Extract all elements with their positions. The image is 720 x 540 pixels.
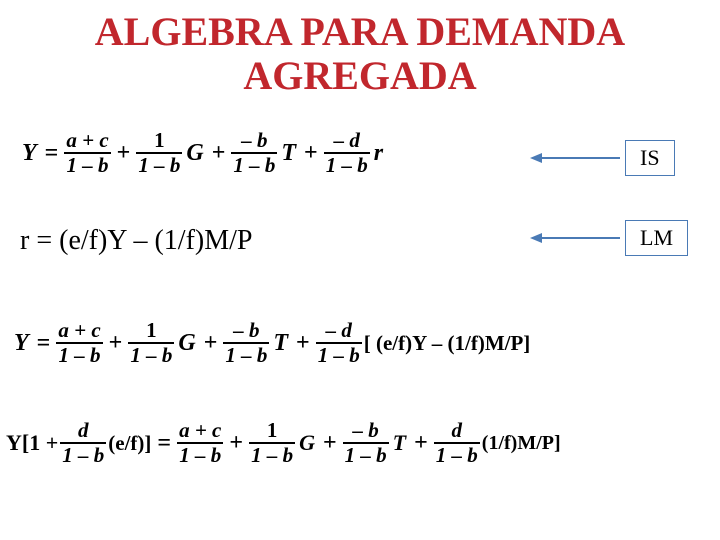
eq1-frac4: – d 1 – b bbox=[324, 130, 370, 176]
equation-substituted: Y = a + c 1 – b + 1 1 – b G + – b 1 – b … bbox=[12, 320, 530, 366]
equation-is: Y = a + c 1 – b + 1 1 – b G + – b 1 – b … bbox=[20, 130, 385, 176]
title-line2: AGREGADA bbox=[0, 54, 720, 98]
equation-rearranged: Y[1 + d 1 – b (e/f)] = a + c 1 – b + 1 1… bbox=[6, 420, 561, 466]
eq2-text: r = (e/f)Y – (1/f)M/P bbox=[20, 225, 252, 257]
label-lm: LM bbox=[625, 220, 688, 256]
eq1-lhs: Y bbox=[20, 140, 39, 167]
arrow-is bbox=[530, 148, 620, 168]
title-line1: ALGEBRA PARA DEMANDA bbox=[0, 10, 720, 54]
eq1-equals: = bbox=[41, 140, 63, 167]
equation-lm: r = (e/f)Y – (1/f)M/P bbox=[20, 225, 252, 257]
eq1-frac2: 1 1 – b bbox=[136, 130, 182, 176]
arrow-lm bbox=[530, 228, 620, 248]
eq1-frac3: – b 1 – b bbox=[231, 130, 277, 176]
eq1-frac1: a + c 1 – b bbox=[64, 130, 110, 176]
label-is: IS bbox=[625, 140, 675, 176]
page-title: ALGEBRA PARA DEMANDA AGREGADA bbox=[0, 0, 720, 98]
